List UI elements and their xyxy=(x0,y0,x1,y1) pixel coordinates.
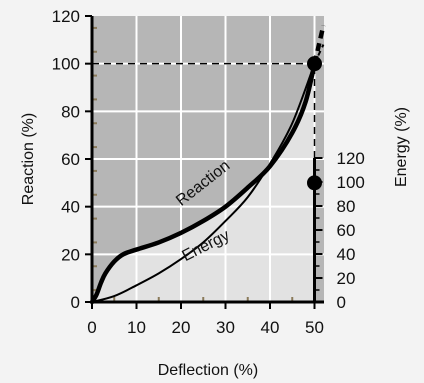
x-tick-label: 30 xyxy=(216,318,235,337)
curves-layer xyxy=(89,25,326,305)
x-axis-title: Deflection (%) xyxy=(158,362,258,379)
y2-tick-label: 80 xyxy=(337,197,356,216)
y2-tick-label: 0 xyxy=(337,293,346,312)
x-tick-label: 40 xyxy=(261,318,280,337)
y2-tick-label: 120 xyxy=(337,149,365,168)
y-tick-label: 0 xyxy=(71,293,80,312)
y2-tick-label: 60 xyxy=(337,221,356,240)
y-tick-label: 80 xyxy=(61,102,80,121)
reaction-marker xyxy=(307,56,322,72)
y-tick-label: 40 xyxy=(61,198,80,217)
y-axis-title: Reaction (%) xyxy=(20,113,37,205)
x-tick-label: 0 xyxy=(87,318,96,337)
reaction-curve xyxy=(89,61,317,305)
y-tick-label: 60 xyxy=(61,150,80,169)
plot-background-lower xyxy=(92,63,315,302)
y2-axis-title: Energy (%) xyxy=(393,107,410,187)
y2-tick-label: 100 xyxy=(337,173,365,192)
y2-tick-label: 20 xyxy=(337,269,356,288)
y-tick-label: 20 xyxy=(61,245,80,264)
axes-layer: 0 20 40 60 80 100 120 0 10 20 30 40 50 0 20 40 60 80 100 12… xyxy=(52,7,365,337)
y2-tick-label: 40 xyxy=(337,245,356,264)
x-tick-label: 20 xyxy=(172,318,191,337)
x-tick-label: 50 xyxy=(305,318,324,337)
energy-curve xyxy=(91,62,316,303)
plot-area xyxy=(92,16,324,302)
y-tick-label: 100 xyxy=(52,55,80,74)
x-tick-label: 10 xyxy=(127,318,146,337)
y-tick-label: 120 xyxy=(52,7,80,26)
